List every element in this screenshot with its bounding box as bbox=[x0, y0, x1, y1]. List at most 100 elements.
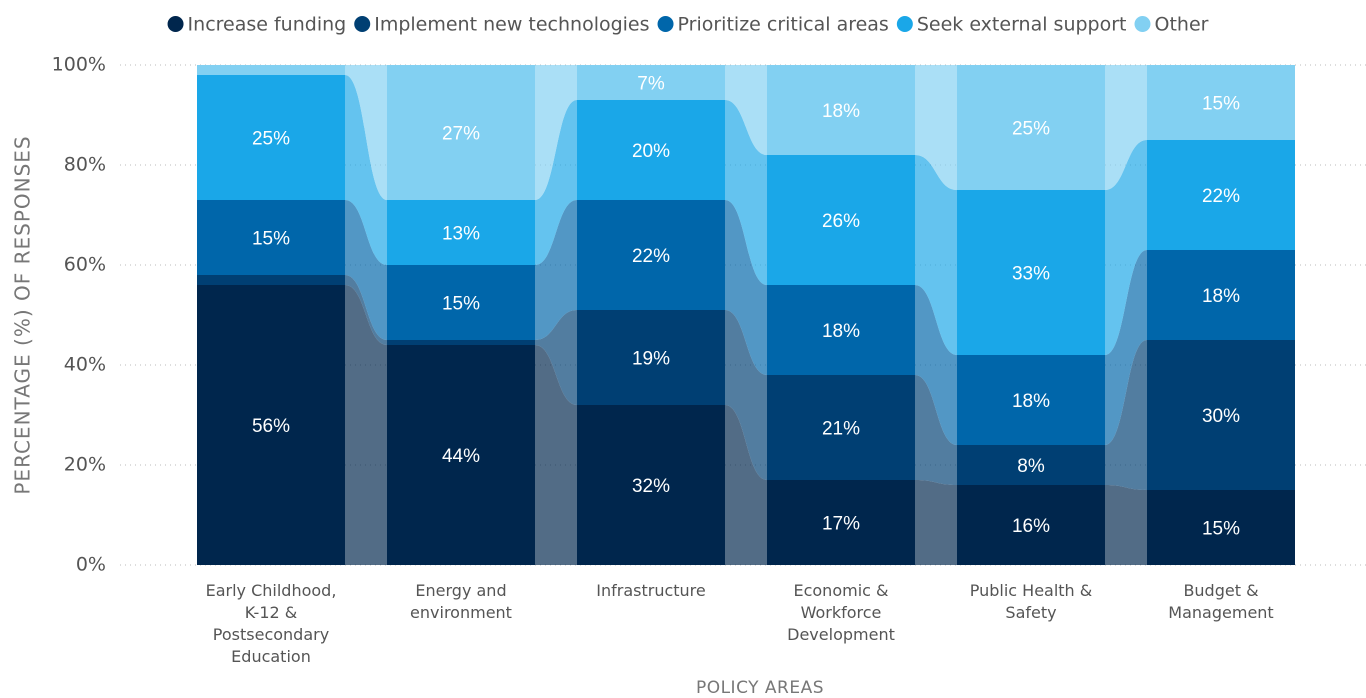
x-tick-label: Economic & Workforce Development bbox=[787, 581, 895, 644]
flow-band bbox=[725, 100, 767, 285]
bar-segment bbox=[577, 200, 725, 310]
x-tick-label: Energy and environment bbox=[410, 581, 512, 622]
y-tick-label: 0% bbox=[76, 554, 106, 576]
data-label: 25% bbox=[252, 129, 290, 150]
flow-band bbox=[915, 375, 957, 485]
data-label: 44% bbox=[442, 446, 480, 467]
legend-swatch bbox=[1134, 16, 1151, 32]
data-label: 16% bbox=[1012, 516, 1050, 537]
bar-segment bbox=[1147, 140, 1295, 250]
flow-band bbox=[1105, 250, 1147, 445]
bar-segment bbox=[957, 355, 1105, 445]
flow-band bbox=[915, 65, 957, 190]
flow-band bbox=[915, 480, 957, 565]
legend-item: Seek external support bbox=[896, 14, 1127, 36]
flow-band bbox=[345, 65, 387, 200]
bar-segment bbox=[957, 445, 1105, 485]
data-label: 20% bbox=[632, 141, 670, 162]
data-label: 32% bbox=[632, 476, 670, 497]
y-tick-label: 20% bbox=[64, 454, 106, 476]
data-label: 18% bbox=[1202, 286, 1240, 307]
bar-segment bbox=[387, 340, 535, 345]
bars: 56% 44% 32% 17% 16% 15% 19% 21% 8% 30% 15% 15% 22% 18… bbox=[197, 65, 1295, 565]
data-label: 22% bbox=[632, 246, 670, 267]
legend-label: Implement new technologies bbox=[374, 14, 649, 36]
x-axis-title: POLICY AREAS bbox=[696, 678, 824, 698]
bar-segment bbox=[577, 405, 725, 565]
data-label: 15% bbox=[1202, 519, 1240, 540]
bar-segment bbox=[767, 65, 915, 155]
flow-band bbox=[535, 345, 577, 565]
legend-label: Other bbox=[1155, 14, 1209, 36]
data-label: 18% bbox=[1012, 391, 1050, 412]
flow-band bbox=[915, 285, 957, 445]
legend-label: Increase funding bbox=[188, 14, 347, 36]
legend-item: Increase funding bbox=[167, 14, 347, 36]
bar-segment bbox=[197, 285, 345, 565]
legend-swatch bbox=[354, 16, 371, 32]
x-tick-label: Budget & Management bbox=[1168, 581, 1274, 622]
bar-segment bbox=[957, 65, 1105, 190]
data-label: 27% bbox=[442, 124, 480, 145]
x-tick-label: Public Health & Safety bbox=[969, 581, 1093, 622]
flow-bands bbox=[345, 65, 1147, 565]
flow-band bbox=[345, 285, 387, 565]
flow-band bbox=[725, 405, 767, 565]
bar-segment bbox=[197, 75, 345, 200]
bar-segment bbox=[767, 480, 915, 565]
y-tick-label: 80% bbox=[64, 154, 106, 176]
legend-item: Prioritize critical areas bbox=[657, 14, 889, 36]
data-label: 33% bbox=[1012, 264, 1050, 285]
data-label: 17% bbox=[822, 514, 860, 535]
y-tick-label: 40% bbox=[64, 354, 106, 376]
bar-segment bbox=[577, 65, 725, 100]
data-label: 30% bbox=[1202, 406, 1240, 427]
data-label: 13% bbox=[442, 224, 480, 245]
flow-band bbox=[535, 310, 577, 405]
legend-swatch bbox=[167, 16, 184, 32]
data-label: 22% bbox=[1202, 186, 1240, 207]
flow-band bbox=[725, 310, 767, 480]
bar-segment bbox=[387, 345, 535, 565]
flow-band bbox=[1105, 140, 1147, 355]
data-label: 26% bbox=[822, 211, 860, 232]
flow-band bbox=[1105, 340, 1147, 490]
x-tick-label: Infrastructure bbox=[596, 581, 706, 600]
bar-segment bbox=[197, 275, 345, 285]
x-tick-label: Early Childhood, K-12 & Postsecondary Ed… bbox=[205, 581, 337, 666]
data-label: 7% bbox=[637, 74, 665, 95]
flow-band bbox=[1105, 485, 1147, 565]
flow-band bbox=[1105, 65, 1147, 190]
flow-band bbox=[725, 65, 767, 155]
data-label: 8% bbox=[1017, 456, 1045, 477]
legend: Increase funding Implement new technologi… bbox=[167, 14, 1209, 36]
legend-label: Prioritize critical areas bbox=[678, 14, 889, 36]
legend-item: Other bbox=[1134, 14, 1209, 36]
bar-segment bbox=[1147, 65, 1295, 140]
legend-item: Implement new technologies bbox=[354, 14, 650, 36]
y-axis-title: PERCENTAGE (%) OF RESPONSES bbox=[11, 135, 35, 494]
bar-segment bbox=[387, 200, 535, 265]
bar-segment bbox=[1147, 340, 1295, 490]
legend-label: Seek external support bbox=[917, 14, 1127, 36]
data-label: 25% bbox=[1012, 119, 1050, 140]
legend-swatch bbox=[657, 16, 674, 32]
bar-segment bbox=[387, 65, 535, 200]
flow-band bbox=[725, 200, 767, 375]
grid: 0% 20% 40% 60% 80% 100% bbox=[52, 54, 1366, 576]
flow-band bbox=[535, 200, 577, 340]
bar-segment bbox=[767, 285, 915, 375]
data-label: 21% bbox=[822, 419, 860, 440]
flow-band bbox=[345, 275, 387, 345]
bar-segment bbox=[577, 310, 725, 405]
bar-segment bbox=[1147, 490, 1295, 565]
bar-segment bbox=[957, 485, 1105, 565]
data-label: 15% bbox=[442, 294, 480, 315]
bar-segment bbox=[577, 100, 725, 200]
data-label: 19% bbox=[632, 349, 670, 370]
data-label: 15% bbox=[252, 229, 290, 250]
flow-band bbox=[915, 155, 957, 355]
y-tick-label: 100% bbox=[52, 54, 106, 76]
